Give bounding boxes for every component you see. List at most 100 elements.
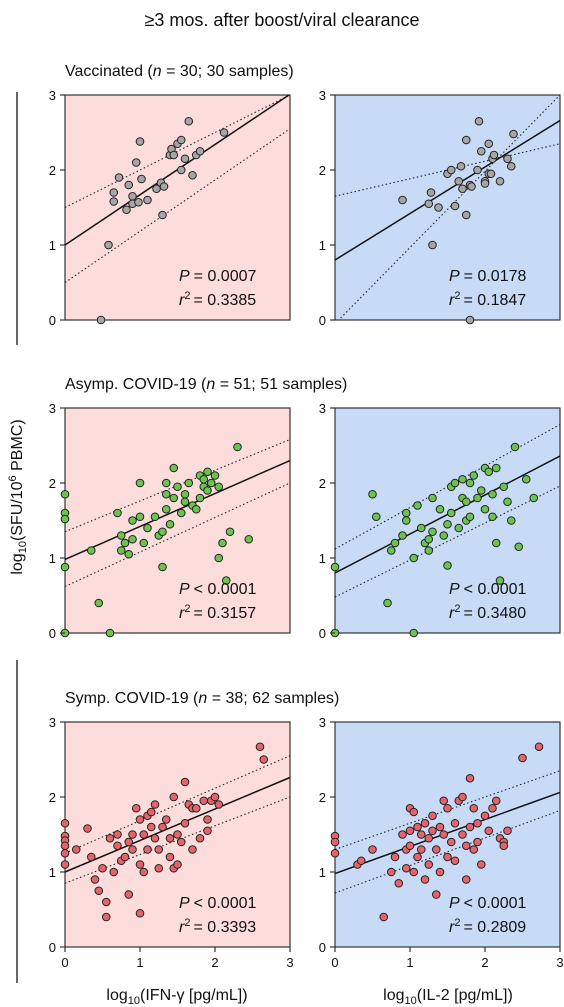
data-point <box>143 845 152 854</box>
y-tick-label: 0 <box>319 940 326 955</box>
data-point <box>420 875 430 884</box>
panels: Vaccinated (n = 30; 30 samples) Asymp. CO… <box>49 63 564 970</box>
data-point <box>439 830 449 839</box>
data-point <box>469 803 479 813</box>
row-header-0: Vaccinated (n = 30; 30 samples) <box>65 63 294 80</box>
y-tick-label: 1 <box>49 865 56 880</box>
data-point <box>534 742 544 752</box>
y-tick-label: 0 <box>49 626 56 641</box>
data-point <box>443 803 452 813</box>
data-point <box>219 128 229 137</box>
r-squared-text: r2 = 0.3157 <box>179 603 256 622</box>
y-tick-label: 3 <box>49 715 56 730</box>
data-point <box>188 170 197 180</box>
data-point <box>86 852 96 862</box>
data-point <box>461 135 471 145</box>
data-point <box>480 504 490 514</box>
data-point <box>116 546 126 555</box>
data-point <box>465 822 475 832</box>
data-point <box>139 867 149 877</box>
data-point <box>159 182 169 191</box>
data-point <box>233 442 242 452</box>
data-point <box>439 796 449 806</box>
data-point <box>203 467 212 477</box>
data-point <box>60 562 70 572</box>
data-point <box>480 811 490 821</box>
data-point <box>488 489 497 499</box>
data-point <box>210 792 220 802</box>
data-point <box>96 315 106 325</box>
y-tick-label: 2 <box>319 790 326 805</box>
data-point <box>491 538 501 548</box>
data-point <box>161 815 171 824</box>
y-tick-label: 0 <box>49 313 56 328</box>
scatter-panel-0-1: 0 1 2 3 P = 0.0178 r2 = 0.1847 <box>319 88 561 328</box>
regression-line <box>65 776 290 873</box>
data-point <box>131 158 141 167</box>
data-point <box>101 912 111 922</box>
data-point <box>134 197 143 207</box>
data-point <box>165 852 175 862</box>
data-point <box>330 562 340 572</box>
data-point <box>330 848 340 858</box>
data-point <box>416 830 426 839</box>
r-squared-text: r2 = 0.1847 <box>449 290 526 309</box>
data-point <box>210 471 220 480</box>
data-point <box>518 753 527 763</box>
data-point <box>503 826 512 836</box>
data-point <box>509 129 518 139</box>
data-point <box>446 508 456 518</box>
data-point <box>458 792 467 802</box>
data-point <box>60 848 70 858</box>
data-point <box>152 184 161 194</box>
data-point <box>158 210 167 220</box>
data-point <box>371 512 381 522</box>
data-point <box>180 497 190 507</box>
data-point <box>259 755 269 764</box>
data-point <box>94 598 104 608</box>
ci-upper-line <box>335 143 560 197</box>
data-point <box>467 182 476 191</box>
data-point <box>203 826 212 836</box>
data-point <box>484 467 494 477</box>
y-tick-label: 2 <box>49 790 56 805</box>
data-point <box>458 184 467 194</box>
data-point <box>83 824 92 833</box>
y-tick-label: 1 <box>319 865 326 880</box>
data-point <box>154 863 164 873</box>
data-point <box>150 512 160 522</box>
data-point <box>529 493 539 503</box>
data-point <box>180 777 190 787</box>
data-point <box>465 315 475 325</box>
data-point <box>191 504 201 514</box>
data-point <box>484 139 494 149</box>
data-point <box>409 553 419 563</box>
data-point <box>161 478 171 488</box>
x-axis-label-right: log10(IL-2 [pg/mL]) <box>383 987 513 1007</box>
r-squared-text: r2 = 0.2809 <box>449 917 526 936</box>
data-point <box>195 833 205 843</box>
data-point <box>454 176 464 186</box>
data-point <box>135 478 145 488</box>
ci-upper-line <box>65 438 290 533</box>
data-point <box>428 493 437 503</box>
scatter-panel-1-0: 0 1 2 3 P < 0.0001 r2 = 0.3157 <box>49 401 291 641</box>
data-point <box>150 800 160 809</box>
data-point <box>435 504 445 514</box>
data-point <box>428 811 437 821</box>
data-point <box>173 860 182 869</box>
data-point <box>458 474 467 484</box>
data-point <box>158 822 167 832</box>
data-point <box>60 514 70 524</box>
data-point <box>124 180 134 190</box>
p-value-text: P < 0.0001 <box>179 581 257 598</box>
y-tick-label: 3 <box>319 88 326 103</box>
data-point <box>128 191 137 201</box>
y-tick-label: 3 <box>49 88 56 103</box>
data-point <box>495 576 505 585</box>
data-point <box>180 154 190 164</box>
data-point <box>506 161 516 171</box>
data-point <box>169 792 179 802</box>
data-point <box>116 531 126 540</box>
data-point <box>514 542 524 552</box>
